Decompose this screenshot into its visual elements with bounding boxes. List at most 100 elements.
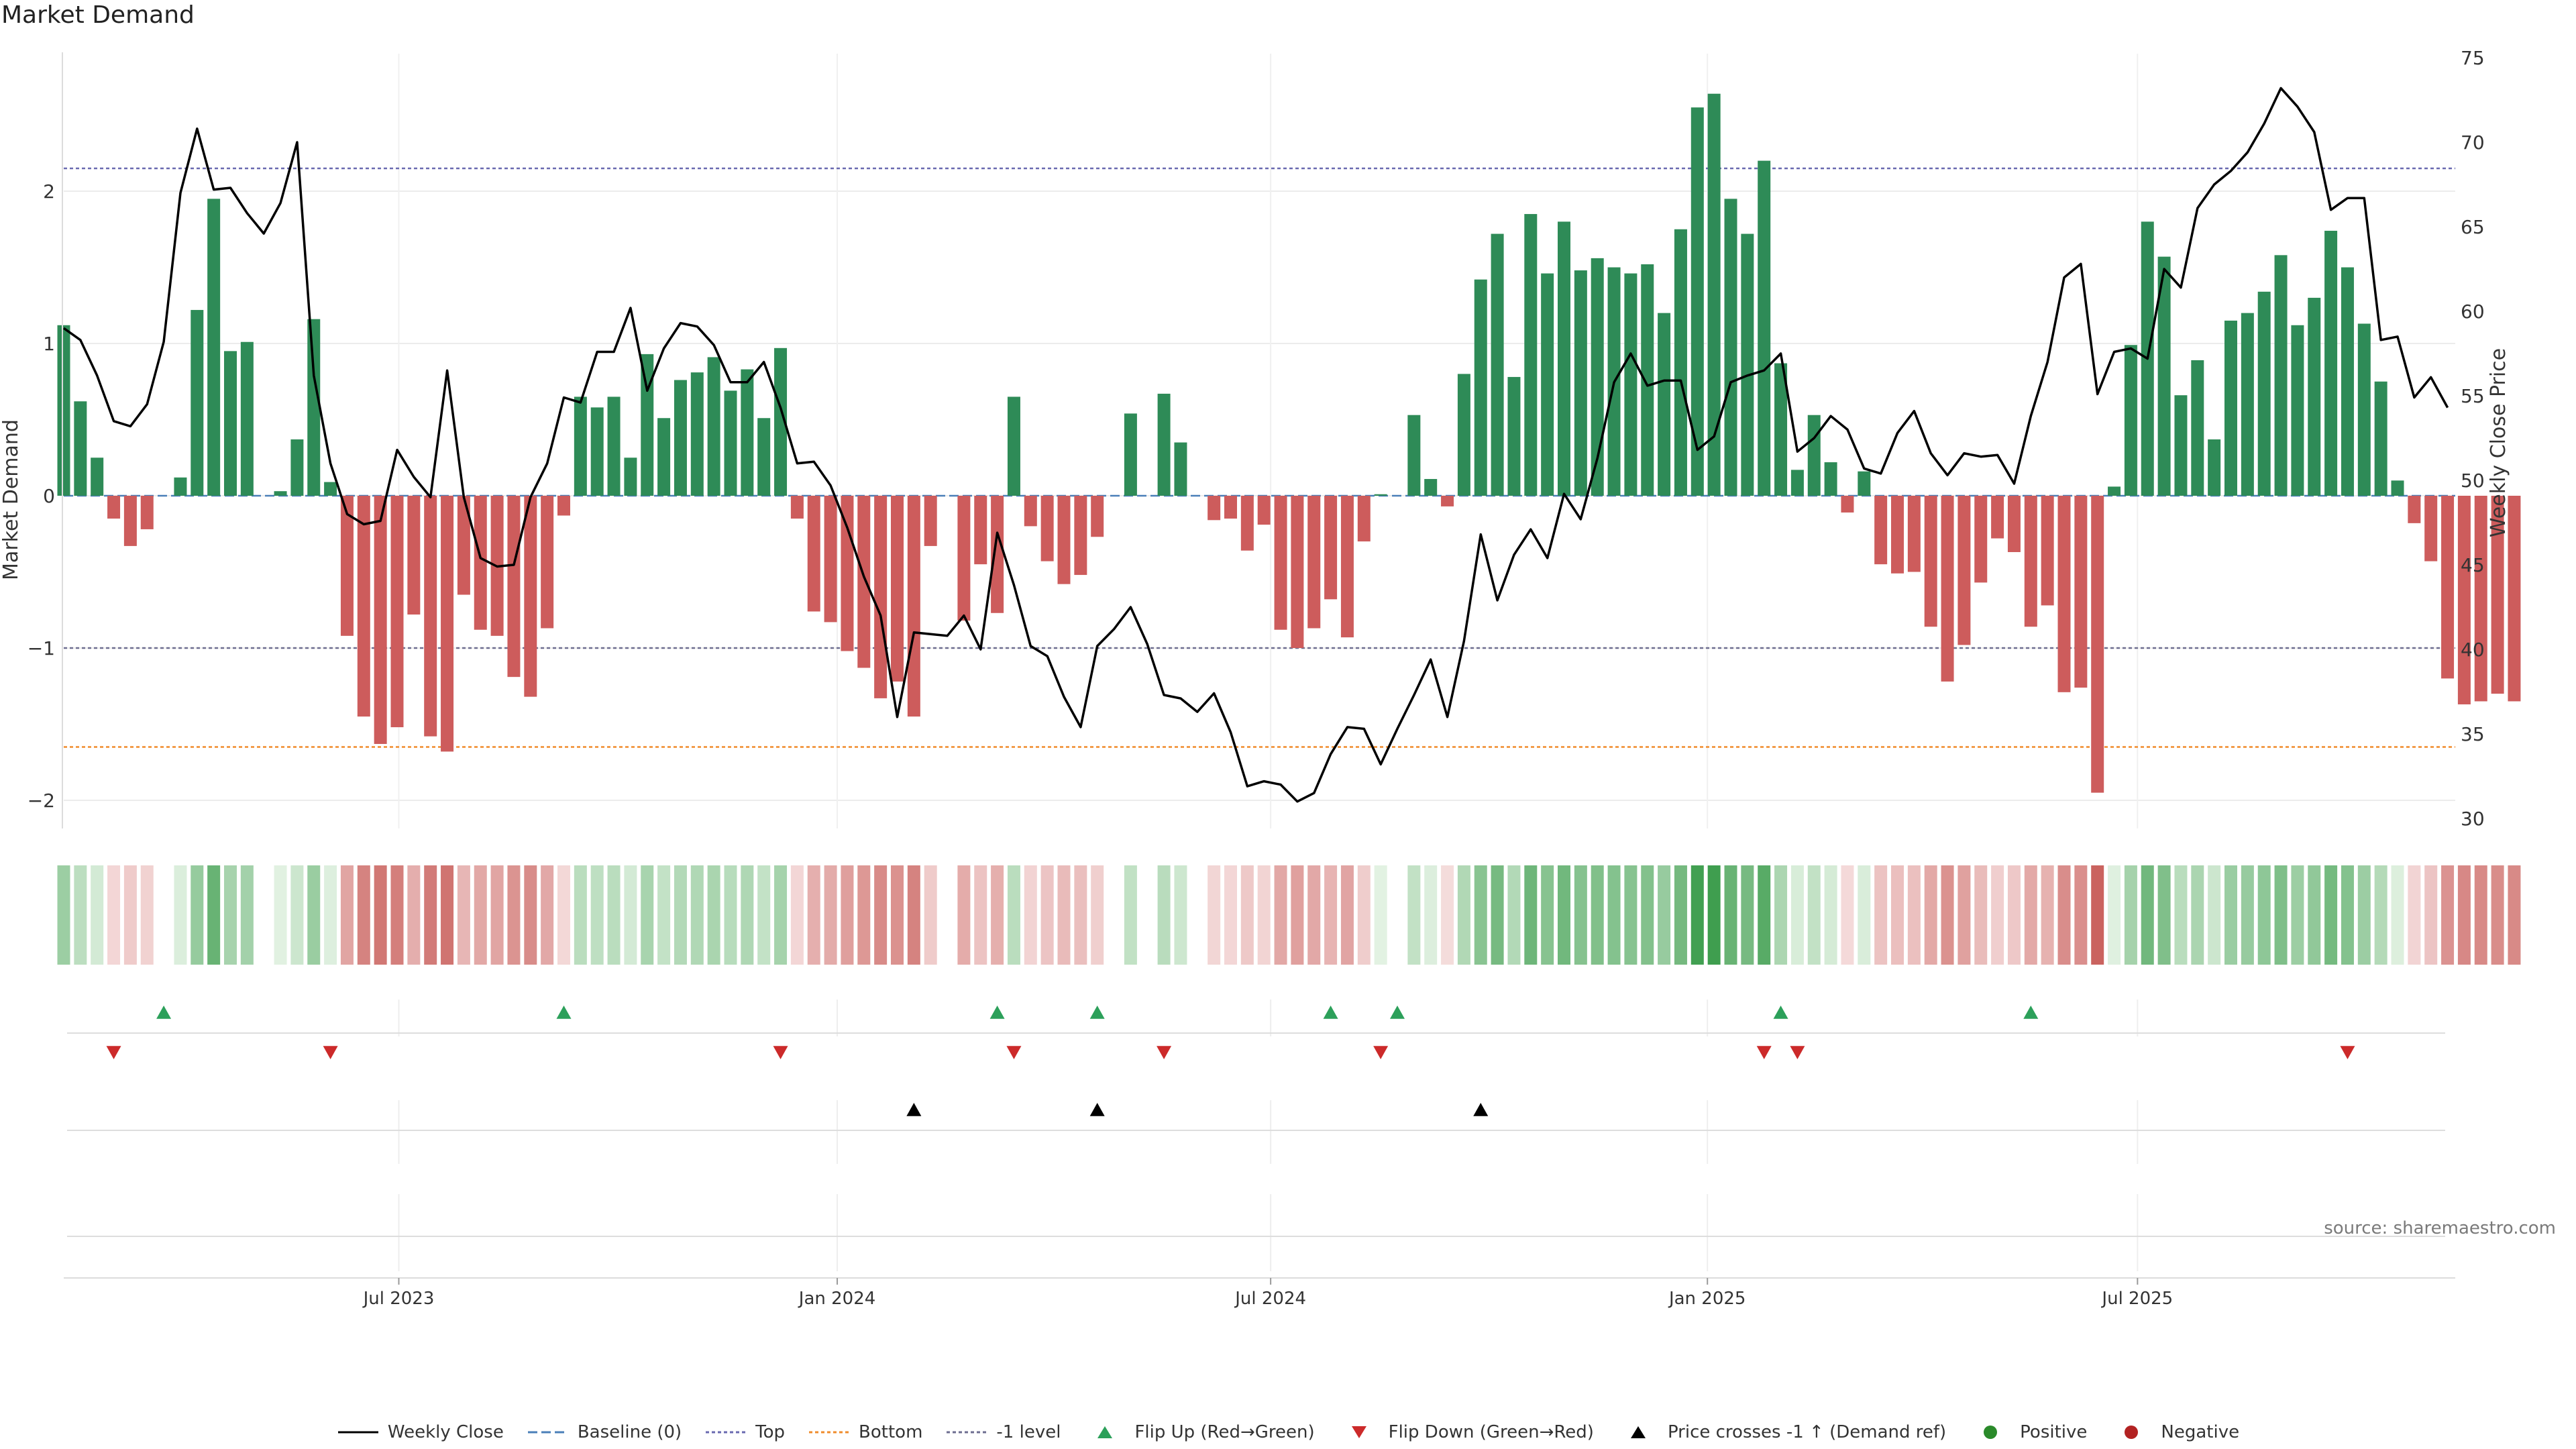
heat-cell (624, 865, 637, 965)
demand-bar (1074, 496, 1087, 576)
demand-bar (790, 496, 804, 519)
legend-label: -1 level (996, 1422, 1061, 1442)
heat-cell (590, 865, 604, 965)
demand-bar (2108, 486, 2121, 496)
heat-cell (1374, 865, 1387, 965)
demand-bar (1224, 496, 1237, 519)
demand-bar (2424, 496, 2438, 561)
legend-item-minus1: -1 level (945, 1422, 1061, 1442)
heat-cell (2274, 865, 2288, 965)
heat-cell (1291, 865, 1304, 965)
demand-bar (1407, 415, 1421, 496)
heat-cell (2074, 865, 2088, 965)
heat-cell (2308, 865, 2321, 965)
flip-down-marker (1157, 1046, 1172, 1059)
demand-bar (324, 482, 337, 496)
heat-cell (1607, 865, 1621, 965)
heat-cell (1257, 865, 1271, 965)
demand-bar (374, 496, 387, 745)
heat-cell (290, 865, 304, 965)
demand-bar (2457, 496, 2471, 704)
demand-bar (2508, 496, 2521, 702)
heat-cell (2157, 865, 2171, 965)
heat-cell (1807, 865, 1821, 965)
heat-cell (91, 865, 104, 965)
heat-cell (207, 865, 221, 965)
legend-swatch (1097, 1426, 1113, 1438)
demand-bar (1274, 496, 1287, 630)
legend-swatch (337, 1431, 378, 1434)
heat-cell (1824, 865, 1837, 965)
heat-cell (841, 865, 854, 965)
demand-bar (507, 496, 521, 678)
legend-swatch (809, 1431, 850, 1434)
demand-bar (624, 458, 637, 496)
heat-cell (991, 865, 1004, 965)
x-tick-label: Jul 2025 (2100, 1289, 2173, 1309)
heat-cell (2408, 865, 2421, 965)
heat-cell (1057, 865, 1071, 965)
demand-bar (1291, 496, 1304, 648)
demand-bar (2208, 439, 2221, 496)
demand-bar (2291, 325, 2304, 496)
demand-bar (290, 439, 304, 496)
y-tick-label: 0 (43, 485, 55, 507)
legend: Weekly Close Baseline (0) Top Bottom -1 leve… (0, 1422, 2576, 1442)
heat-cell (2208, 865, 2221, 965)
heat-cell (1858, 865, 1871, 965)
demand-bar (1024, 496, 1037, 527)
demand-bar (1907, 496, 1921, 572)
demand-bar (2024, 496, 2037, 627)
demand-bar (2157, 256, 2171, 496)
heat-cell (374, 865, 387, 965)
event-markers (67, 1006, 2445, 1237)
demand-bar (2374, 381, 2387, 496)
demand-bar (1240, 496, 1254, 551)
demand-bar (974, 496, 987, 565)
demand-bar (1924, 496, 1937, 627)
y-tick-label: −1 (28, 637, 55, 659)
y2-tick-label: 65 (2461, 216, 2485, 238)
heat-cell (1991, 865, 2004, 965)
heat-cell (2257, 865, 2271, 965)
demand-bar (2274, 255, 2288, 496)
heat-cell (2108, 865, 2121, 965)
heat-cell (107, 865, 121, 965)
legend-item-positive: Positive (1969, 1422, 2087, 1442)
heat-cell (224, 865, 237, 965)
demand-bar (123, 496, 137, 546)
heat-cell (2024, 865, 2037, 965)
flip-up-marker (989, 1006, 1005, 1019)
demand-bar (1591, 258, 1604, 496)
heat-cell (707, 865, 720, 965)
demand-bar (1057, 496, 1071, 584)
y2-tick-label: 60 (2461, 301, 2485, 323)
demand-bar (891, 496, 904, 682)
demand-bar (857, 496, 871, 668)
demand-bar (91, 458, 104, 496)
heat-cell (1957, 865, 1971, 965)
legend-label: Flip Down (Green→Red) (1388, 1422, 1594, 1442)
demand-bar (390, 496, 404, 728)
demand-bar (224, 351, 237, 496)
heat-cell (1040, 865, 1054, 965)
heat-cell (2491, 865, 2504, 965)
heat-cell (1774, 865, 1788, 965)
demand-bar (2057, 496, 2071, 692)
flip-down-marker (323, 1046, 338, 1059)
chart-title: Market Demand (1, 1, 195, 29)
demand-bar (2091, 496, 2104, 793)
heat-cell (1307, 865, 1321, 965)
heat-cell (2141, 865, 2154, 965)
heat-cell (1324, 865, 1338, 965)
heat-cell (2291, 865, 2304, 965)
demand-bar (2391, 480, 2404, 496)
heat-cell (907, 865, 920, 965)
legend-item-top: Top (704, 1422, 785, 1442)
demand-bar (2357, 323, 2371, 496)
demand-bar (690, 372, 704, 496)
heat-cell (390, 865, 404, 965)
demand-bar (1824, 462, 1837, 496)
demand-bar (1724, 199, 1737, 496)
heat-cell (1741, 865, 1754, 965)
